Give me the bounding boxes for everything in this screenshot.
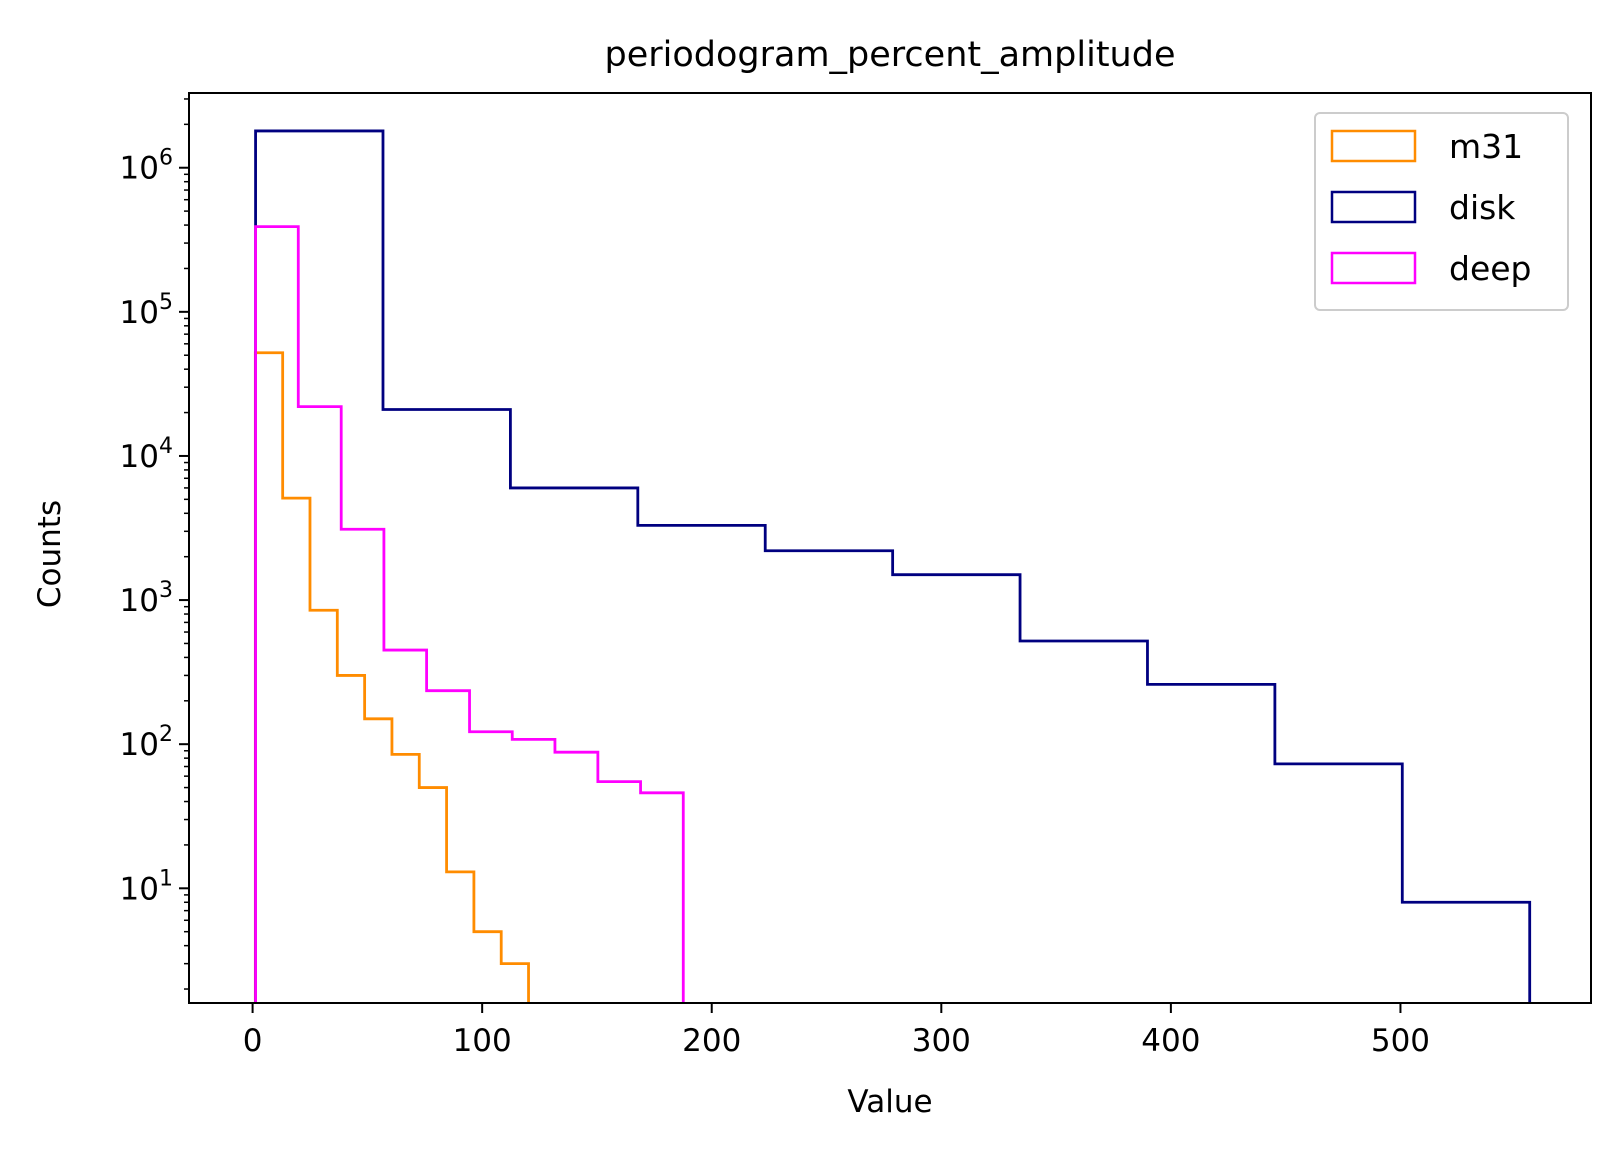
x-tick-label: 100 [453, 1023, 512, 1059]
series-disk-outline [254, 129, 1532, 1003]
legend-label-deep: deep [1449, 249, 1532, 288]
x-tick-label: 300 [912, 1023, 971, 1059]
x-tick-label: 200 [682, 1023, 741, 1059]
x-tick-label: 0 [243, 1023, 263, 1059]
plot-frame [188, 92, 1592, 1004]
legend-label-disk: disk [1449, 188, 1516, 227]
series-deep-outline [254, 225, 685, 1003]
x-axis-label: Value [847, 1084, 932, 1120]
x-tick-label: 400 [1141, 1023, 1200, 1059]
y-axis-label: Counts [32, 500, 68, 608]
x-tick-label: 500 [1371, 1023, 1430, 1059]
x-axis: 0 100 200 300 400 500 [243, 1003, 1430, 1059]
legend-swatch-deep [1330, 251, 1417, 285]
chart-title: periodogram_percent_amplitude [605, 35, 1176, 75]
y-tick-label: 106 [120, 146, 173, 187]
series-layer [253, 129, 1532, 1003]
legend-swatch-m31 [1330, 129, 1417, 163]
legend: m31 disk deep [1314, 112, 1569, 311]
series-m31-outline [253, 351, 530, 1003]
legend-label-m31: m31 [1449, 127, 1523, 166]
legend-swatch-disk [1330, 190, 1417, 224]
